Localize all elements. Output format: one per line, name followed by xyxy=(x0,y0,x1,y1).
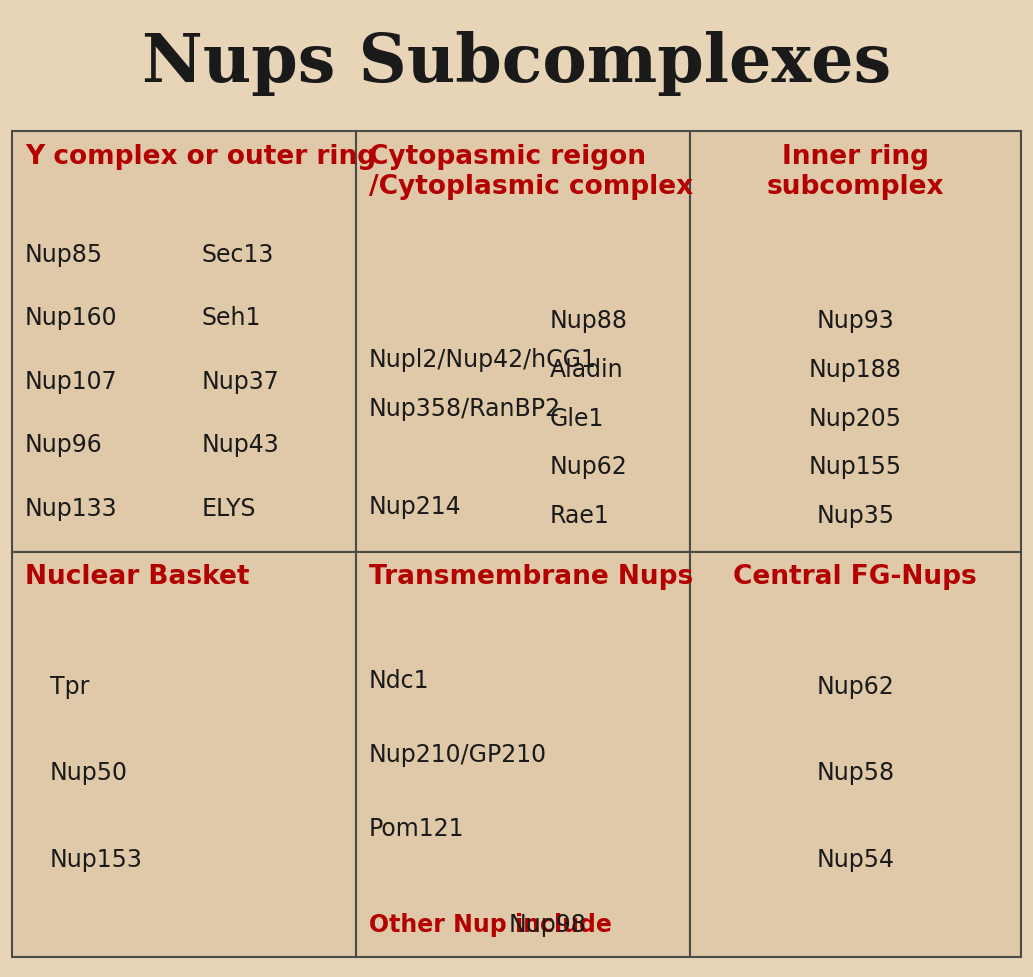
Text: Nup54: Nup54 xyxy=(816,847,895,871)
Text: Nup358/RanBP2: Nup358/RanBP2 xyxy=(369,397,561,420)
Text: Nup160: Nup160 xyxy=(25,306,118,330)
Text: Nup155: Nup155 xyxy=(809,455,902,479)
Text: Nup210/GP210: Nup210/GP210 xyxy=(369,742,546,766)
Text: Nup96: Nup96 xyxy=(25,433,102,457)
Text: Transmembrane Nups: Transmembrane Nups xyxy=(369,564,693,590)
Text: Nup85: Nup85 xyxy=(25,242,103,267)
Text: Nup98: Nup98 xyxy=(509,913,587,936)
Text: Rae1: Rae1 xyxy=(550,504,609,528)
Text: Nup50: Nup50 xyxy=(50,761,128,785)
Text: Nup88: Nup88 xyxy=(550,309,628,332)
Text: Nups Subcomplexes: Nups Subcomplexes xyxy=(142,31,891,96)
Bar xyxy=(690,132,1021,552)
Text: Nup62: Nup62 xyxy=(550,455,628,479)
Text: Pom121: Pom121 xyxy=(369,816,464,840)
Text: Aladin: Aladin xyxy=(550,358,624,381)
Text: Nup133: Nup133 xyxy=(25,496,118,521)
Text: Gle1: Gle1 xyxy=(550,406,604,430)
Text: Tpr: Tpr xyxy=(50,674,89,699)
Text: Nup93: Nup93 xyxy=(816,309,895,332)
Text: Nup35: Nup35 xyxy=(816,504,895,528)
Text: Nupl2/Nup42/hCG1: Nupl2/Nup42/hCG1 xyxy=(369,348,597,371)
Text: Other Nup include: Other Nup include xyxy=(369,913,612,936)
Text: Nup43: Nup43 xyxy=(201,433,279,457)
Text: Central FG-Nups: Central FG-Nups xyxy=(733,564,977,590)
Text: Seh1: Seh1 xyxy=(201,306,261,330)
Text: ELYS: ELYS xyxy=(201,496,256,521)
Bar xyxy=(690,552,1021,957)
Bar xyxy=(356,552,690,957)
Text: Nup107: Nup107 xyxy=(25,369,118,394)
Text: Nup214: Nup214 xyxy=(369,494,462,518)
Text: Nup188: Nup188 xyxy=(809,358,902,381)
Text: Inner ring
subcomplex: Inner ring subcomplex xyxy=(766,144,944,199)
Text: Nup205: Nup205 xyxy=(809,406,902,430)
Bar xyxy=(12,552,356,957)
Text: Nuclear Basket: Nuclear Basket xyxy=(25,564,249,590)
Bar xyxy=(356,132,690,552)
Text: Nup62: Nup62 xyxy=(816,674,895,699)
Text: Cytopasmic reigon
/Cytoplasmic complex: Cytopasmic reigon /Cytoplasmic complex xyxy=(369,144,693,199)
Text: Sec13: Sec13 xyxy=(201,242,274,267)
Text: Nup153: Nup153 xyxy=(50,847,143,871)
Bar xyxy=(12,132,356,552)
Text: Nup37: Nup37 xyxy=(201,369,279,394)
Text: Ndc1: Ndc1 xyxy=(369,668,430,692)
Text: Nup58: Nup58 xyxy=(816,761,895,785)
Text: Y complex or outer ring: Y complex or outer ring xyxy=(25,144,376,170)
